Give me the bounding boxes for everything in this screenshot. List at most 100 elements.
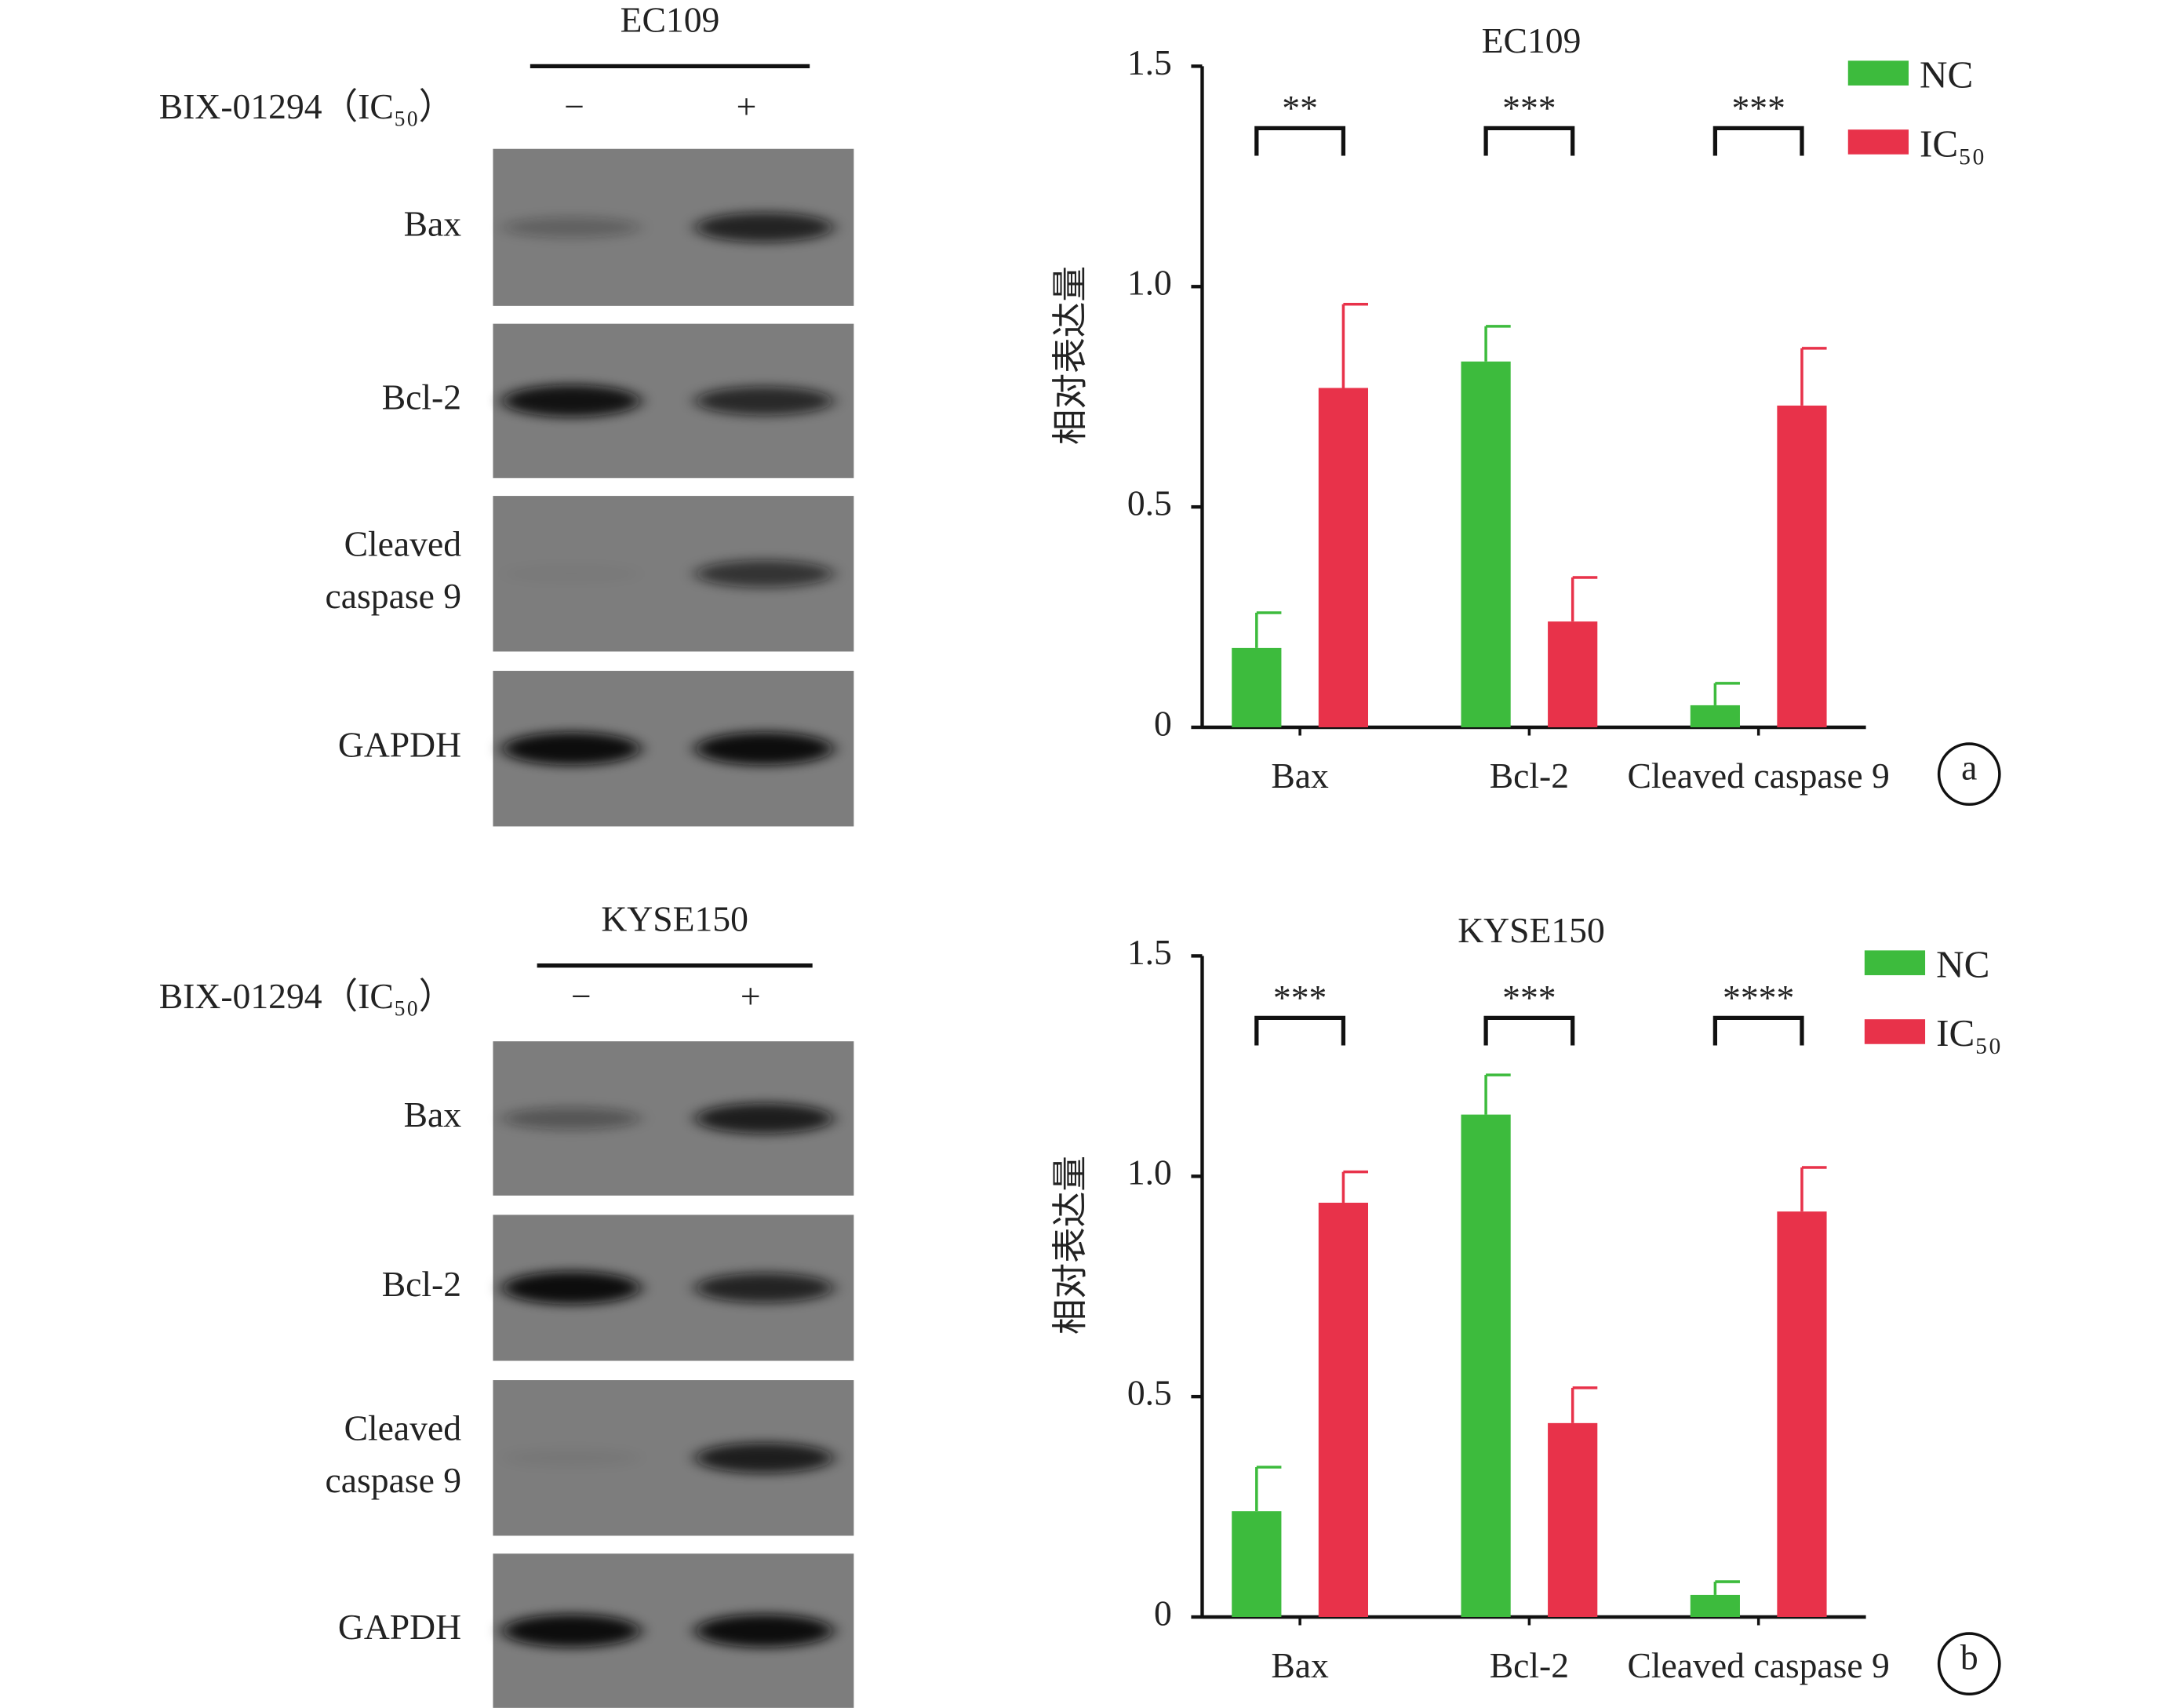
blot-row-label: GAPDH [338, 725, 461, 765]
blot-row-label: GAPDH [338, 1607, 461, 1647]
significance-bracket [1712, 1015, 1804, 1046]
bar [1461, 1114, 1511, 1617]
legend-swatch [1864, 1019, 1926, 1044]
blot-row-label: Bcl-2 [382, 1264, 461, 1304]
blot-row-label: Bcl-2 [382, 377, 461, 417]
lane-label: + [741, 976, 761, 1016]
error-bar [1484, 1073, 1511, 1115]
bar [1548, 621, 1598, 728]
bar [1777, 1211, 1827, 1617]
blot-band [695, 1103, 834, 1134]
x-tick-label: Bax [1271, 756, 1329, 796]
blot-band [502, 384, 641, 417]
x-tick-label: Cleaved caspase 9 [1627, 756, 1889, 796]
significance-label: *** [1502, 978, 1556, 1018]
blot-band [695, 1614, 834, 1648]
lane-label: − [564, 86, 584, 126]
lane-label: + [737, 86, 757, 126]
significance-label: *** [1273, 978, 1327, 1018]
bar [1318, 1202, 1369, 1617]
bar [1232, 1511, 1282, 1617]
y-axis-label: 相对表达量 [1050, 266, 1090, 445]
bar [1548, 1422, 1598, 1617]
significance-label: ** [1282, 88, 1318, 128]
legend-label: NC [1920, 53, 1973, 96]
y-tick-label: 1.0 [1127, 1153, 1172, 1193]
panel-label: b [1960, 1637, 1978, 1677]
blot-band [695, 1442, 834, 1473]
treatment-label: BIX-01294（IC₅₀） [159, 86, 455, 126]
significance-label: **** [1723, 978, 1794, 1018]
blot-row-label: Cleaved [344, 1408, 462, 1448]
error-bar [1800, 347, 1827, 406]
y-tick-label: 1.0 [1127, 263, 1172, 303]
y-tick-label: 0.5 [1127, 483, 1172, 523]
significance-bracket [1483, 126, 1575, 156]
blot-band [502, 1271, 641, 1305]
lane-label: − [571, 976, 591, 1016]
legend-swatch [1847, 129, 1909, 155]
x-tick-label: Bcl-2 [1490, 1645, 1569, 1685]
legend-label: NC [1936, 942, 1989, 985]
bar [1461, 361, 1511, 728]
x-tick-label: Cleaved caspase 9 [1627, 1645, 1889, 1685]
error-bar [1255, 1466, 1282, 1512]
significance-bracket [1712, 126, 1804, 156]
error-bar [1255, 611, 1282, 648]
bar [1690, 705, 1740, 728]
y-tick-label: 0 [1154, 703, 1172, 743]
significance-bracket [1483, 1015, 1575, 1046]
blot-title: KYSE150 [601, 899, 748, 939]
bar [1690, 1594, 1740, 1617]
error-bar [1713, 1580, 1740, 1595]
error-bar [1341, 1170, 1369, 1203]
blot-band [502, 1614, 641, 1648]
blot-band [502, 217, 641, 238]
bar [1232, 647, 1282, 728]
legend-swatch [1864, 950, 1926, 975]
y-tick-label: 1.5 [1127, 42, 1172, 82]
chart-title: EC109 [1482, 20, 1581, 60]
legend-label: IC₅₀ [1936, 1011, 2001, 1054]
blot-band [502, 1449, 641, 1467]
significance-bracket [1254, 1015, 1346, 1046]
blot-band [502, 732, 641, 766]
blot-row-label: caspase 9 [326, 1460, 462, 1500]
error-bar [1341, 302, 1369, 388]
treatment-label: BIX-01294（IC₅₀） [159, 976, 455, 1016]
legend-label: IC₅₀ [1920, 122, 1985, 165]
error-bar [1713, 682, 1740, 705]
x-tick-label: Bcl-2 [1490, 756, 1569, 796]
y-axis-label: 相对表达量 [1050, 1156, 1090, 1335]
legend-swatch [1847, 60, 1909, 86]
error-bar [1571, 576, 1598, 622]
chart-title: KYSE150 [1458, 910, 1605, 950]
error-bar [1484, 325, 1511, 362]
blot-band [695, 212, 834, 242]
x-tick-label: Bax [1271, 1645, 1329, 1685]
blot-band [695, 559, 834, 588]
significance-label: *** [1731, 88, 1785, 128]
bar [1777, 405, 1827, 728]
blot-row-label: Bax [404, 203, 462, 243]
y-tick-label: 0.5 [1127, 1373, 1172, 1413]
panel-label: a [1961, 748, 1977, 788]
blot-band [695, 732, 834, 766]
significance-bracket [1254, 126, 1346, 156]
blot-band [695, 386, 834, 416]
significance-label: *** [1502, 88, 1556, 128]
y-tick-label: 0 [1154, 1593, 1172, 1633]
blot-band [502, 1107, 641, 1130]
error-bar [1800, 1166, 1827, 1212]
blot-row-label: caspase 9 [326, 576, 462, 616]
panel-badge [1937, 1632, 2001, 1696]
y-tick-label: 1.5 [1127, 932, 1172, 972]
error-bar [1571, 1386, 1598, 1423]
blot-title: EC109 [621, 0, 720, 39]
blot-band [503, 565, 641, 582]
blot-band [695, 1273, 834, 1303]
panel-badge [1937, 742, 2001, 807]
blot-row-label: Bax [404, 1094, 462, 1134]
blot-row-label: Cleaved [344, 523, 462, 563]
